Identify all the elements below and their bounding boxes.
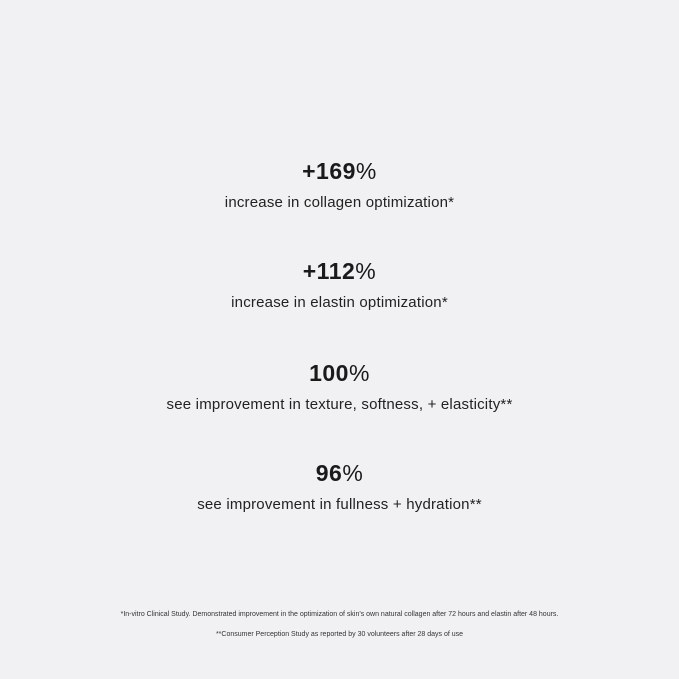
footnote-clinical: *In-vitro Clinical Study. Demonstrated i… [120, 611, 559, 618]
stat-label: increase in collagen optimization* [224, 194, 455, 211]
footnote-consumer: **Consumer Perception Study as reported … [215, 631, 464, 638]
stat-value: 96% [0, 459, 679, 487]
stat-unit: % [348, 360, 370, 386]
stat-number: 96 [315, 460, 343, 486]
stat-collagen: +169% increase in collagen optimization* [0, 157, 679, 213]
stat-value: 100% [0, 359, 679, 387]
stat-fullness: 96% see improvement in fullness + hydrat… [0, 459, 679, 515]
stat-label: increase in elastin optimization* [231, 294, 448, 311]
stat-label: see improvement in texture, softness, + … [166, 396, 513, 413]
stat-number: 100 [309, 360, 349, 386]
stat-texture: 100% see improvement in texture, softnes… [0, 359, 679, 415]
stat-unit: % [342, 460, 364, 486]
stat-value: +169% [0, 157, 679, 185]
stat-number: +169 [302, 158, 356, 184]
stat-value: +112% [0, 257, 679, 285]
stat-label: see improvement in fullness + hydration*… [197, 496, 482, 513]
stat-unit: % [355, 158, 377, 184]
stat-elastin: +112% increase in elastin optimization* [0, 257, 679, 313]
stat-unit: % [355, 258, 377, 284]
stat-number: +112 [302, 258, 356, 284]
